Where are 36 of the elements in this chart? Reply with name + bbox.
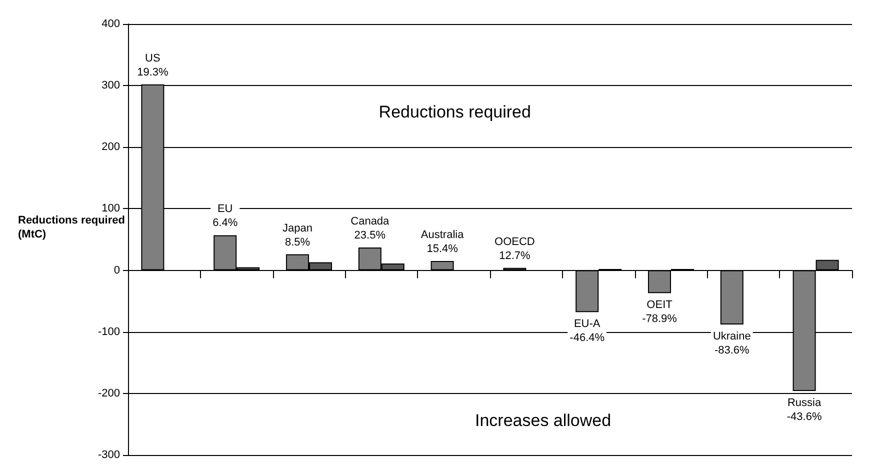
bar: [816, 260, 839, 270]
y-tick-label: -100: [98, 326, 120, 338]
bar: [648, 270, 671, 294]
bar: [720, 270, 744, 324]
x-tick-label: US: [145, 52, 160, 64]
annotation: 6.4%: [212, 217, 238, 230]
y-tick-label: 100: [102, 202, 120, 215]
x-tick-label: Canada: [350, 216, 390, 228]
y-tick-label: 0: [114, 264, 120, 276]
y-tick-label: -300: [98, 449, 120, 461]
annotation: 23.5%: [354, 230, 386, 242]
x-tick-label: EU: [217, 203, 233, 216]
bar: [430, 261, 454, 270]
annotation: 15.4%: [426, 243, 458, 256]
y-tick-label: 200: [102, 141, 120, 154]
y-tick-label: -200: [98, 387, 120, 400]
x-tick-label: Australia: [420, 229, 465, 242]
annotation: Increases allowed: [475, 410, 612, 430]
x-tick-label: OEIT: [646, 299, 673, 312]
x-tick-label: Russia: [787, 396, 822, 409]
x-tick-label: OOECD: [494, 236, 535, 248]
annotation: Reductions required: [378, 102, 531, 122]
annotation: -78.9%: [642, 313, 678, 326]
annotation: 12.7%: [499, 250, 531, 262]
y-tick-label: 400: [102, 18, 120, 30]
annotation: -83.6%: [714, 344, 750, 356]
y-axis-title: Reductions required (MtC): [18, 214, 125, 240]
bar: [576, 270, 599, 312]
x-tick-label: EU-A: [574, 318, 601, 330]
annotation: -46.4%: [570, 332, 605, 344]
annotation: 19.3%: [137, 66, 169, 78]
y-tick-label: 300: [102, 80, 120, 92]
x-tick-label: Japan: [282, 222, 312, 234]
annotation: -43.6%: [786, 410, 822, 423]
annotation: 8.5%: [284, 236, 310, 248]
x-tick-label: Ukraine: [712, 330, 751, 342]
